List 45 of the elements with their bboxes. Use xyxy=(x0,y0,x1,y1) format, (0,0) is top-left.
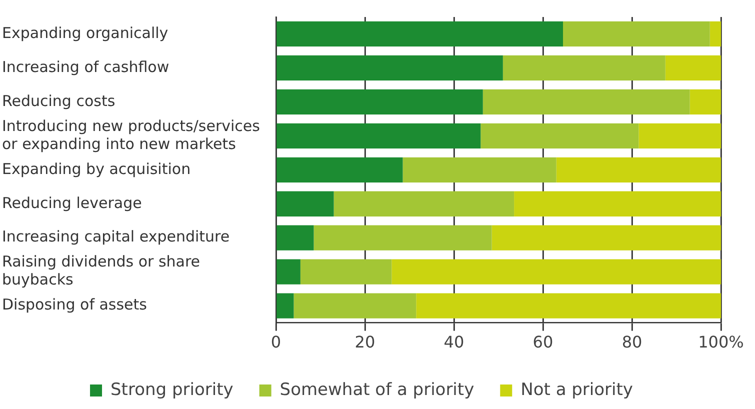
bar xyxy=(300,259,392,284)
x-tick-label: 80 xyxy=(622,332,642,352)
bar xyxy=(480,123,639,148)
bar xyxy=(392,259,721,284)
bar xyxy=(294,293,416,318)
y-tick-label: Increasing of cashflow xyxy=(2,58,170,76)
y-tick-label: Introducing new products/services or expanding into new markets xyxy=(2,116,260,153)
y-tick-label: Raising dividends or share buybacks xyxy=(2,252,200,289)
legend-label: Not a priority xyxy=(520,380,633,400)
legend-label: Strong priority xyxy=(110,380,234,400)
bar xyxy=(710,21,721,47)
x-tick-label: 60 xyxy=(532,332,554,352)
bar xyxy=(514,191,721,216)
y-tick-label: Expanding by acquisition xyxy=(2,160,191,178)
y-tick-label: Disposing of assets xyxy=(2,296,148,314)
y-tick-label: Expanding organically xyxy=(2,24,168,42)
bar xyxy=(416,293,721,318)
bar xyxy=(276,55,503,81)
bar xyxy=(314,225,492,250)
bar xyxy=(276,191,334,216)
x-tick-label: 20 xyxy=(354,332,376,352)
y-tick-label: Reducing leverage xyxy=(2,194,142,212)
bar xyxy=(492,225,721,250)
bar xyxy=(502,55,666,81)
bar xyxy=(276,259,300,284)
bar xyxy=(665,55,721,81)
bar xyxy=(690,89,721,115)
bar xyxy=(276,157,403,182)
bar xyxy=(276,293,294,318)
y-tick-label: Increasing capital expenditure xyxy=(2,228,230,246)
bar xyxy=(276,21,564,47)
x-tick-label: 100% xyxy=(698,332,744,352)
bar xyxy=(563,21,710,47)
bar xyxy=(276,225,314,250)
legend-label: Somewhat of a priority xyxy=(280,380,474,400)
y-tick-label: Reducing costs xyxy=(2,92,116,110)
bar xyxy=(276,89,483,115)
x-tick-label: 0 xyxy=(270,332,282,352)
bar xyxy=(556,157,721,182)
bar xyxy=(402,157,556,182)
x-tick-label: 40 xyxy=(444,332,464,352)
bar xyxy=(638,123,721,148)
bar xyxy=(482,89,690,115)
bar xyxy=(276,123,481,148)
bar xyxy=(334,191,514,216)
